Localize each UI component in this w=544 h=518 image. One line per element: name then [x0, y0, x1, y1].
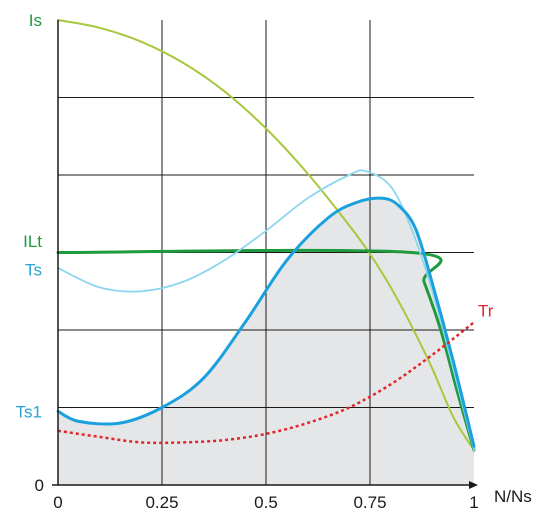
- annotation-tr: Tr: [478, 301, 494, 320]
- series-line-is: [57, 19, 475, 452]
- y-label-ts1: Ts1: [16, 402, 42, 421]
- x-tick-label: 0: [53, 493, 62, 512]
- x-axis-arrow: [469, 481, 478, 489]
- x-axis-label: N/Ns: [494, 487, 532, 506]
- x-tick-label: 0.25: [145, 493, 178, 512]
- y-label-is: Is: [29, 11, 42, 30]
- y-label-ts: Ts: [25, 261, 42, 280]
- series-line-ilt: [56, 248, 476, 452]
- x-tick-label: 0.5: [254, 493, 278, 512]
- series-line-ts1: [56, 196, 476, 448]
- x-tick-label: 0.75: [353, 493, 386, 512]
- label-layer: 0 0.25 0.5 0.75 1 N/Ns 0 Is ILt Ts Ts1 Tr: [16, 11, 532, 512]
- axis-layer: [52, 20, 478, 489]
- y-label-ilt: ILt: [23, 232, 42, 251]
- series-layer: [56, 19, 476, 452]
- x-tick-label: 1: [469, 493, 478, 512]
- y-tick-label: 0: [35, 476, 44, 495]
- series-line-ts: [57, 169, 475, 451]
